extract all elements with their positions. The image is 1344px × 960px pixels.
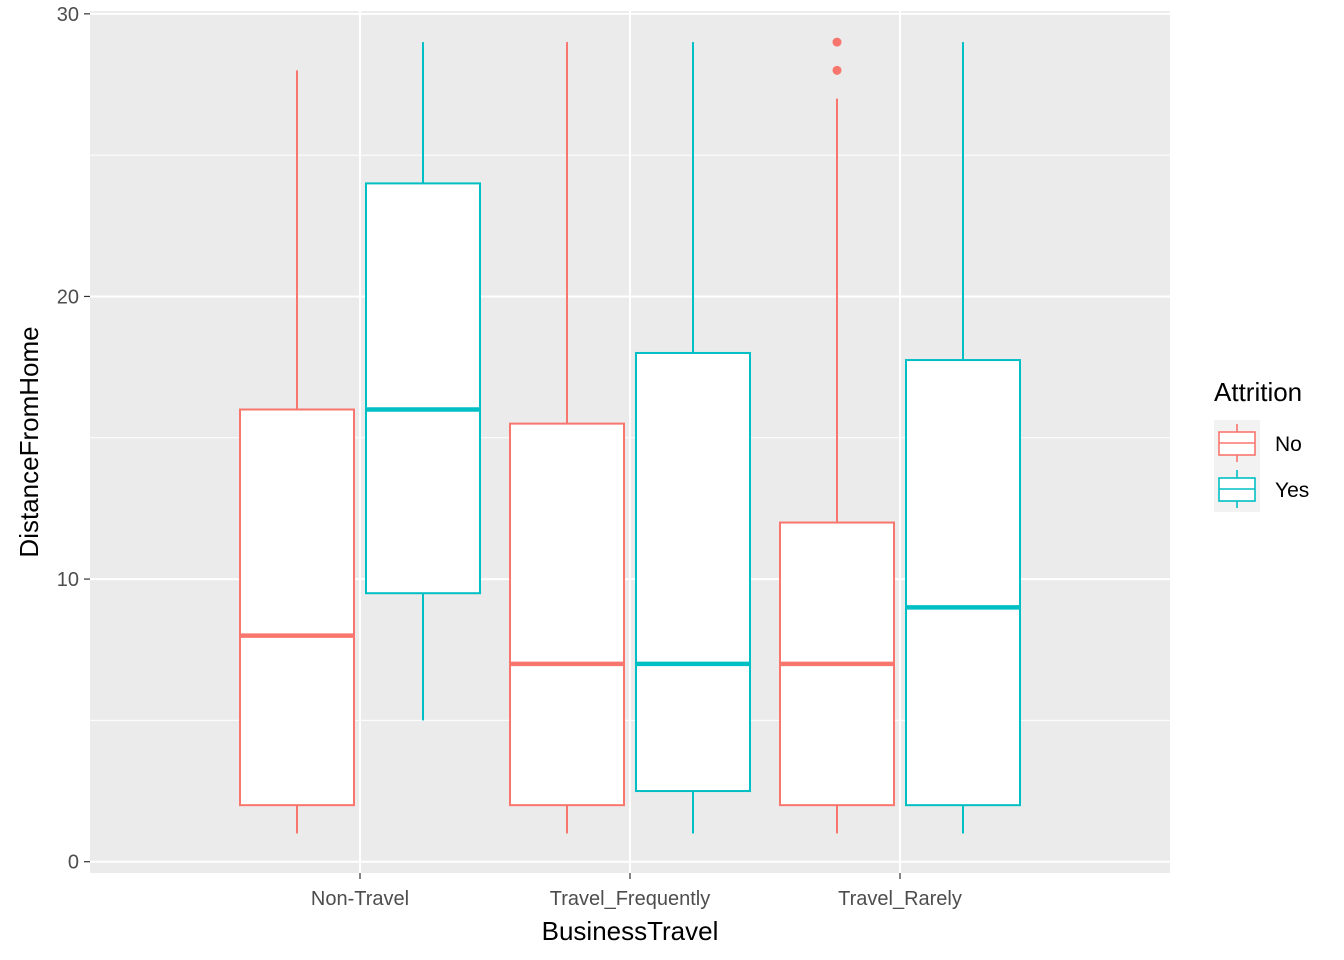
outlier-point — [832, 65, 842, 75]
y-tick-label: 0 — [68, 852, 79, 874]
box-layer — [239, 37, 1021, 834]
x-axis-title: BusinessTravel — [542, 916, 719, 946]
x-tick-label: Non-Travel — [311, 888, 409, 910]
boxplot-no-non-travel — [239, 70, 355, 834]
axis-layer: 0 10 20 30 Non-Travel Travel_Frequently Travel… — [57, 4, 962, 910]
legend-keys — [1218, 424, 1256, 508]
box-iqr — [509, 422, 625, 807]
box-iqr — [365, 182, 481, 595]
box-iqr — [905, 359, 1021, 807]
outlier-point — [832, 37, 842, 47]
legend-label-yes: Yes — [1275, 479, 1309, 502]
grid-lines — [90, 11, 1170, 873]
boxplot-yes-non-travel — [365, 42, 481, 721]
x-tick-label: Travel_Frequently — [550, 888, 710, 910]
y-tick-label: 10 — [57, 569, 79, 591]
boxplot-no-travel-rarely — [779, 37, 895, 834]
legend-key-no — [1218, 424, 1256, 462]
y-axis-title: DistanceFromHome — [14, 326, 44, 557]
box-iqr — [635, 351, 751, 793]
boxplot-yes-travel-rarely — [905, 42, 1021, 834]
legend: Attrition No Yes — [1214, 377, 1309, 512]
y-tick-label: 30 — [57, 4, 79, 26]
x-tick-label: Travel_Rarely — [838, 888, 962, 910]
box-iqr — [239, 408, 355, 807]
boxplot-yes-travel-frequently — [635, 42, 751, 834]
y-tick-label: 20 — [57, 286, 79, 308]
legend-title: Attrition — [1214, 377, 1302, 407]
legend-label-no: No — [1275, 433, 1302, 456]
legend-key-yes — [1218, 470, 1256, 508]
boxplot-no-travel-frequently — [509, 42, 625, 834]
